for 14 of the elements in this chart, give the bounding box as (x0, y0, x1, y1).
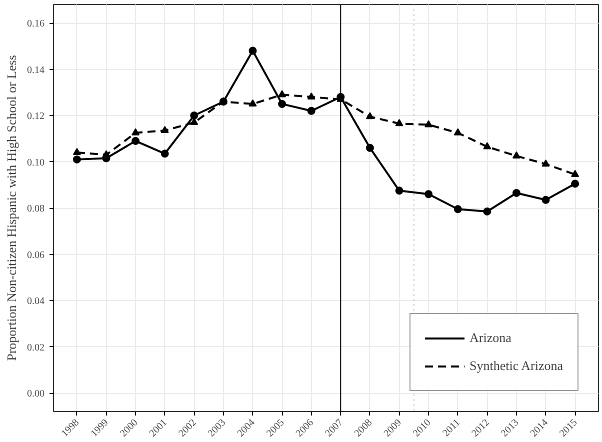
y-tick-label: 0.16 (27, 18, 44, 30)
y-axis-title: Proportion Non-citizen Hispanic with High School or Less (4, 55, 19, 361)
y-tick-label: 0.08 (27, 204, 44, 214)
y-tick-label: 0.10 (27, 157, 44, 168)
y-tick-label: 0.02 (27, 342, 44, 354)
y-tick-label: 0.04 (27, 296, 44, 307)
y-tick-label: 0.06 (27, 250, 44, 261)
y-tick-label: 0.00 (27, 388, 44, 400)
legend-label: Synthetic Arizona (469, 358, 563, 374)
x-tick-label: 2011 (440, 417, 462, 439)
y-tick-label: 0.14 (27, 64, 44, 76)
legend-label: Arizona (469, 330, 512, 346)
y-tick-label: 0.12 (27, 111, 44, 122)
x-tick-label: 1999 (88, 417, 111, 440)
